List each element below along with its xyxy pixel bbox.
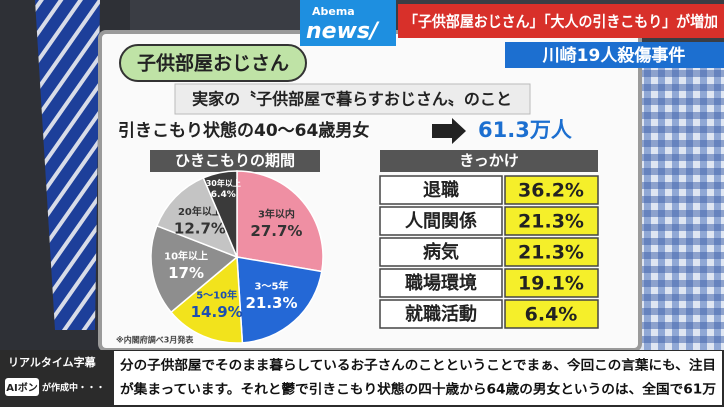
table-cell: [504, 299, 599, 329]
table-cell: [504, 175, 599, 205]
headline: 「子供部屋おじさん」「大人の引きこもり」が増加: [404, 13, 718, 31]
pie-slice: [236, 170, 324, 273]
slice-category: 3〜5年: [255, 279, 289, 292]
logo-name: news/: [306, 19, 380, 44]
reason-share: 21.3%: [518, 242, 584, 264]
table-title: きっかけ: [459, 152, 518, 170]
caption-label: リアルタイム字幕: [8, 355, 97, 369]
table-title-box: [380, 150, 598, 172]
reason: 人間関係: [405, 210, 477, 232]
table-cell: [379, 268, 503, 298]
table-cell: [504, 237, 599, 267]
table-cell: [379, 175, 503, 205]
reason-share: 19.1%: [518, 273, 584, 295]
reason: 病気: [423, 241, 459, 263]
caption-box: [114, 351, 722, 405]
ai-box: [5, 378, 39, 396]
reason: 就職活動: [405, 303, 477, 325]
reason-share: 6.4%: [525, 304, 578, 326]
pie-slice: [170, 255, 244, 344]
definition-box: [174, 83, 531, 115]
shirt: [630, 60, 724, 350]
logo-box: [300, 0, 396, 46]
slice-value: 6.4%: [211, 190, 236, 200]
arrow: [432, 118, 466, 144]
reason-share: 36.2%: [518, 180, 584, 202]
table-cell: [504, 206, 599, 236]
tie: [35, 0, 100, 330]
slice-value: 12.7%: [174, 220, 226, 238]
table-cell: [379, 299, 503, 329]
slice-category: 5〜10年: [196, 288, 237, 301]
ai-status: が作成中・・・: [42, 382, 105, 394]
pie-title: ひきこもりの期間: [175, 152, 295, 170]
caption-line: が集まっています。それと鬱で引きこもり状態の四十歳から64歳の男女というのは、全…: [120, 382, 716, 398]
reason: 職場環境: [405, 272, 477, 294]
table-cell: [379, 237, 503, 267]
stat-label: 引きこもり状態の40〜64歳男女: [118, 120, 369, 141]
headline-box: [398, 4, 724, 38]
definition: 実家の〝子供部屋で暮らすおじさん〟のこと: [192, 90, 512, 109]
slice-category: 20年以上: [178, 205, 222, 218]
reason: 退職: [423, 179, 459, 201]
slice-value: 21.3%: [245, 294, 297, 312]
slice-value: 14.9%: [191, 303, 243, 321]
note: ※内閣府調べ3月発表: [116, 335, 194, 345]
board-title: 子供部屋おじさん: [137, 52, 289, 75]
board-title-box: [119, 44, 307, 82]
reason-share: 21.3%: [518, 211, 584, 233]
pie-slice: [150, 224, 239, 314]
table-cell: [504, 268, 599, 298]
slice-category: 10年以上: [164, 249, 208, 262]
logo-brand: Abema: [312, 5, 355, 18]
slice-category: 30年以上: [206, 178, 241, 188]
slice-category: 3年以内: [258, 208, 295, 221]
slice-value: 27.7%: [250, 222, 302, 240]
stat-value: 61.3万人: [478, 118, 572, 142]
table-cell: [379, 206, 503, 236]
slice-value: 17%: [168, 264, 204, 282]
pie-slice: [202, 170, 238, 258]
ai: AIボン: [6, 381, 37, 394]
caption-line: 分の子供部屋でそのまま暮らしているお子さんのことということでまぁ、今回この言葉に…: [120, 358, 716, 374]
pie-title-box: [150, 150, 320, 172]
pie-slice: [155, 176, 239, 259]
story: 川崎19人殺傷事件: [542, 45, 686, 66]
story-box: [505, 42, 724, 68]
pie-slice: [236, 256, 323, 344]
